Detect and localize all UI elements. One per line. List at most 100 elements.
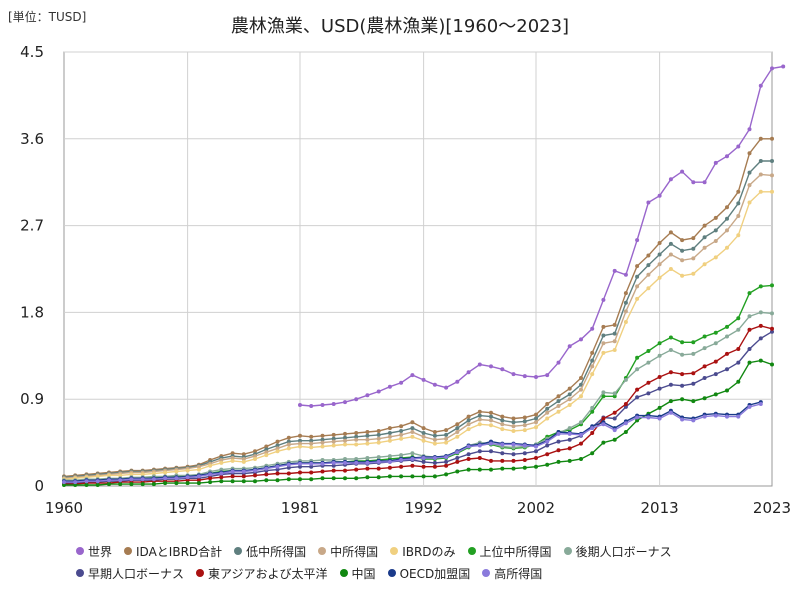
data-point: [657, 241, 662, 245]
data-point: [702, 223, 707, 228]
data-point: [770, 136, 774, 141]
data-point: [623, 320, 628, 324]
data-point: [534, 425, 538, 430]
data-point: [387, 426, 392, 431]
data-point: [421, 438, 426, 443]
data-point: [612, 416, 617, 421]
data-point: [522, 415, 527, 420]
data-point: [668, 382, 673, 387]
data-point: [680, 248, 685, 253]
data-point: [309, 445, 314, 450]
data-point: [657, 341, 662, 346]
data-point: [534, 375, 538, 379]
data-point: [219, 471, 224, 476]
data-point: [567, 392, 572, 397]
series-line: [64, 311, 773, 481]
data-point: [444, 440, 449, 445]
data-point: [601, 394, 606, 399]
data-point: [286, 439, 291, 444]
data-point: [511, 442, 516, 447]
data-point: [129, 472, 134, 477]
data-point: [477, 362, 482, 367]
data-point: [713, 372, 718, 377]
data-point: [455, 459, 460, 464]
data-point: [680, 169, 685, 174]
data-point: [343, 476, 347, 481]
data-point: [612, 391, 617, 396]
data-point: [455, 379, 460, 384]
data-point: [635, 264, 640, 269]
data-point: [477, 409, 482, 414]
data-point: [500, 466, 505, 471]
data-point: [567, 446, 572, 451]
data-point: [691, 381, 696, 386]
data-point: [747, 360, 752, 365]
data-point: [702, 180, 707, 185]
data-point: [668, 267, 673, 271]
data-point: [713, 215, 718, 220]
data-point: [365, 441, 370, 446]
data-point: [354, 442, 359, 447]
data-point: [275, 467, 280, 472]
data-point: [309, 438, 314, 443]
data-point: [410, 451, 415, 456]
data-point: [511, 416, 516, 421]
data-point: [747, 151, 752, 156]
data-point: [399, 424, 404, 429]
data-point: [668, 348, 673, 352]
data-point: [601, 333, 606, 338]
data-point: [286, 462, 291, 467]
data-point: [725, 216, 729, 221]
data-point: [657, 405, 662, 410]
data-point: [522, 443, 527, 448]
data-point: [466, 414, 471, 419]
data-point: [489, 441, 493, 446]
data-point: [208, 476, 213, 481]
data-point: [151, 477, 156, 482]
data-point: [421, 434, 426, 439]
data-point: [107, 478, 111, 483]
data-point: [376, 436, 381, 441]
data-point: [275, 446, 280, 451]
data-point: [365, 456, 370, 460]
data-point: [601, 324, 606, 329]
legend-marker: [234, 547, 243, 555]
data-point: [387, 438, 392, 443]
data-point: [95, 483, 100, 487]
data-point: [477, 413, 482, 418]
data-point: [691, 399, 696, 404]
data-point: [657, 252, 662, 257]
data-point: [635, 284, 640, 289]
data-point: [466, 422, 471, 427]
data-point: [691, 271, 696, 276]
data-point: [556, 360, 561, 365]
data-point: [399, 380, 404, 385]
data-point: [309, 461, 314, 466]
data-point: [410, 373, 415, 378]
data-point: [635, 367, 640, 372]
data-point: [702, 414, 707, 419]
legend-marker: [76, 569, 84, 577]
data-point: [343, 442, 347, 447]
data-point: [230, 458, 235, 463]
data-point: [522, 419, 527, 424]
data-point: [758, 358, 763, 363]
y-tick-label: 1.8: [20, 303, 44, 321]
data-point: [286, 435, 291, 440]
data-point: [118, 482, 123, 487]
data-point: [320, 461, 325, 466]
data-point: [635, 296, 640, 301]
data-point: [702, 245, 707, 250]
data-point: [736, 414, 741, 419]
legend-marker: [467, 547, 476, 555]
data-point: [140, 477, 145, 482]
data-point: [432, 441, 437, 446]
data-point: [140, 482, 145, 487]
data-point: [770, 283, 774, 288]
data-point: [646, 286, 651, 291]
data-point: [410, 430, 415, 434]
data-point: [163, 481, 168, 486]
data-point: [320, 437, 325, 442]
data-point: [545, 443, 550, 448]
data-point: [309, 404, 314, 408]
